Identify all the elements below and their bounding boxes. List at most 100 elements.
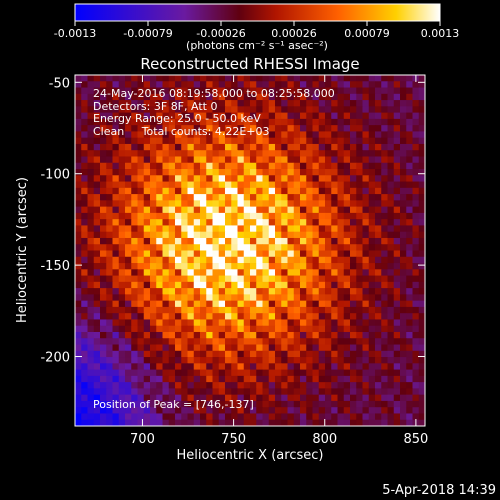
heatmap-cell: [418, 106, 426, 114]
heatmap-cell: [118, 275, 126, 283]
heatmap-cell: [206, 93, 213, 101]
heatmap-cell: [112, 237, 120, 245]
heatmap-cell: [412, 294, 420, 302]
heatmap-cell: [187, 244, 195, 251]
heatmap-cell: [125, 263, 132, 270]
heatmap-cell: [387, 131, 395, 139]
heatmap-cell: [200, 87, 207, 95]
heatmap-cell: [368, 187, 376, 195]
heatmap-cell: [112, 382, 120, 389]
heatmap-cell: [268, 288, 276, 295]
heatmap-cell: [331, 319, 338, 327]
heatmap-cell: [412, 407, 420, 414]
heatmap-cell: [418, 363, 426, 370]
heatmap-cell: [125, 357, 132, 364]
heatmap-cell: [281, 263, 288, 270]
heatmap-cell: [137, 331, 145, 339]
heatmap-cell: [275, 187, 282, 195]
heatmap-cell: [362, 181, 370, 189]
heatmap-cell: [137, 325, 145, 333]
heatmap-cell: [412, 181, 420, 189]
heatmap-cell: [412, 263, 420, 270]
heatmap-cell: [218, 388, 226, 396]
heatmap-cell: [412, 388, 420, 396]
heatmap-cell: [112, 388, 120, 396]
heatmap-cell: [387, 357, 395, 364]
heatmap-cell: [418, 419, 426, 427]
heatmap-cell: [275, 419, 282, 427]
heatmap-cell: [87, 212, 95, 220]
heatmap-cell: [206, 206, 213, 214]
heatmap-cell: [325, 150, 332, 157]
heatmap-cell: [237, 382, 245, 389]
heatmap-cell: [137, 181, 145, 189]
heatmap-cell: [93, 169, 101, 176]
heatmap-cell: [243, 325, 251, 333]
heatmap-cell: [250, 313, 257, 320]
heatmap-cell: [181, 75, 188, 82]
colorbar-tick-label: -0.00026: [196, 27, 245, 40]
heatmap-cell: [268, 382, 276, 389]
heatmap-cell: [337, 407, 345, 414]
heatmap-cell: [125, 269, 132, 276]
heatmap-cell: [162, 81, 170, 88]
heatmap-cell: [287, 75, 295, 82]
heatmap-cell: [231, 237, 238, 245]
heatmap-cell: [418, 256, 426, 264]
heatmap-cell: [300, 106, 307, 114]
heatmap-cell: [362, 281, 370, 289]
heatmap-cell: [131, 125, 138, 132]
heatmap-cell: [237, 237, 245, 245]
heatmap-cell: [187, 125, 195, 132]
heatmap-cell: [356, 162, 363, 170]
heatmap-cell: [150, 81, 157, 88]
heatmap-cell: [262, 112, 270, 120]
heatmap-cell: [375, 331, 382, 339]
heatmap-cell: [231, 375, 238, 383]
heatmap-cell: [325, 194, 332, 201]
heatmap-cell: [125, 112, 132, 120]
heatmap-cell: [93, 100, 101, 107]
heatmap-cell: [287, 419, 295, 427]
heatmap-cell: [350, 244, 357, 251]
heatmap-cell: [331, 281, 338, 289]
heatmap-cell: [362, 137, 370, 145]
heatmap-cell: [256, 263, 263, 270]
heatmap-cell: [75, 206, 82, 214]
heatmap-cell: [193, 75, 201, 82]
heatmap-cell: [331, 169, 338, 176]
heatmap-cell: [106, 363, 113, 370]
heatmap-cell: [312, 143, 320, 151]
heatmap-cell: [93, 200, 101, 208]
heatmap-cell: [218, 363, 226, 370]
heatmap-cell: [187, 143, 195, 151]
heatmap-cell: [106, 338, 113, 345]
heatmap-cell: [356, 118, 363, 126]
heatmap-cell: [287, 169, 295, 176]
heatmap-cell: [356, 212, 363, 220]
heatmap-cell: [137, 118, 145, 126]
heatmap-cell: [387, 331, 395, 339]
heatmap-cell: [181, 131, 188, 139]
heatmap-cell: [112, 137, 120, 145]
heatmap-cell: [312, 118, 320, 126]
heatmap-cell: [300, 344, 307, 352]
heatmap-cell: [162, 388, 170, 396]
heatmap-cell: [331, 206, 338, 214]
heatmap-cell: [300, 81, 307, 88]
heatmap-cell: [362, 388, 370, 396]
heatmap-cell: [387, 263, 395, 270]
heatmap-cell: [187, 407, 195, 414]
heatmap-cell: [331, 300, 338, 308]
heatmap-cell: [256, 331, 263, 339]
heatmap-cell: [200, 363, 207, 370]
heatmap-cell: [306, 219, 313, 226]
heatmap-cell: [237, 169, 245, 176]
heatmap-cell: [362, 87, 370, 95]
heatmap-cell: [100, 200, 107, 208]
heatmap-cell: [381, 294, 388, 302]
heatmap-cell: [100, 294, 107, 302]
heatmap-cell: [231, 269, 238, 276]
heatmap-cell: [406, 187, 413, 195]
